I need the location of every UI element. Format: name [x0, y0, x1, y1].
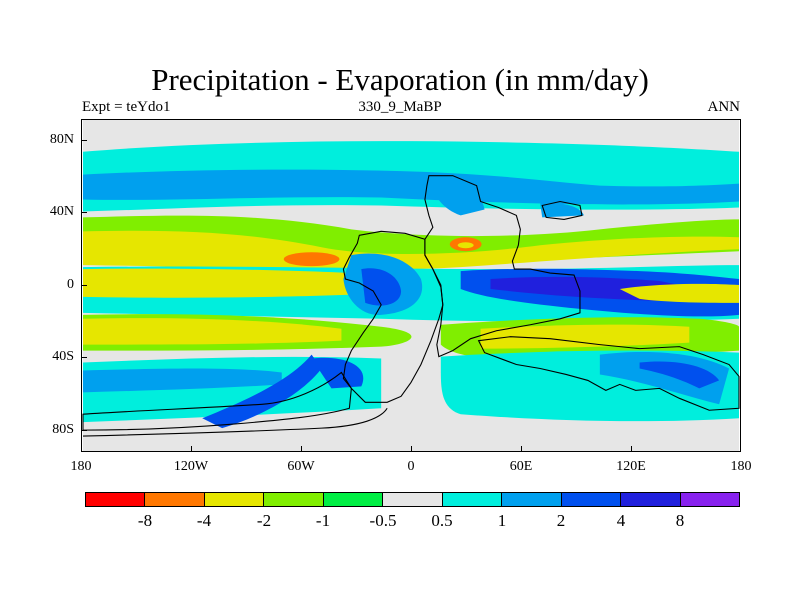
colorbar-label: 4 — [616, 511, 626, 530]
contour-band — [480, 324, 690, 349]
colorbar-label: -1 — [315, 511, 331, 530]
colorbar-box — [383, 493, 443, 506]
coastline-outline — [82, 407, 388, 437]
contour-band — [361, 268, 402, 306]
x-tick-label: 0 — [407, 459, 415, 474]
y-tick-label: 40S — [52, 349, 74, 364]
contour-band — [430, 179, 485, 216]
contour-band — [457, 242, 474, 249]
coastline-outline — [541, 200, 583, 220]
y-tick-mark — [81, 430, 87, 431]
x-tick-mark — [411, 446, 412, 452]
colorbar-label: -0.5 — [369, 511, 397, 530]
colorbar-label: -2 — [256, 511, 272, 530]
time-period-label: 330_9_MaBP — [358, 99, 442, 115]
coastline-outline — [477, 336, 740, 411]
x-tick-label: 180 — [730, 459, 752, 474]
colorbar-box — [561, 493, 622, 506]
colorbar-label: 8 — [675, 511, 685, 530]
coastline-outline — [424, 175, 581, 358]
colorbar-box — [264, 493, 324, 506]
colorbar-box — [442, 493, 503, 506]
x-tick-mark — [631, 446, 632, 452]
contour-band — [82, 230, 740, 270]
y-tick-mark — [81, 285, 87, 286]
precip-evap-field — [82, 120, 740, 451]
map-panel — [81, 119, 741, 452]
x-tick-label: 120W — [173, 459, 209, 474]
x-tick-label: 180 — [70, 459, 92, 474]
colorbar-box — [323, 493, 384, 506]
contour-band — [82, 368, 282, 393]
x-tick-mark — [521, 446, 522, 452]
colorbar-box — [680, 493, 739, 506]
contour-band — [82, 268, 392, 298]
coastline — [82, 175, 740, 437]
x-tick-label: 60W — [287, 459, 315, 474]
colorbar-box — [621, 493, 681, 506]
colorbar-box — [145, 493, 205, 506]
y-tick-mark — [81, 212, 87, 213]
x-tick-label: 120E — [616, 459, 646, 474]
colorbar-box — [502, 493, 562, 506]
contour-band — [283, 252, 340, 267]
colorbar-label: 0.5 — [431, 511, 453, 530]
colorbar-label: -4 — [196, 511, 212, 530]
colorbar — [85, 492, 740, 507]
x-tick-label: 60E — [509, 459, 533, 474]
colorbar-box — [86, 493, 146, 506]
contour-band — [619, 283, 740, 303]
y-tick-label: 80N — [49, 132, 74, 147]
colorbar-box — [204, 493, 265, 506]
contour-band — [82, 169, 740, 205]
y-tick-mark — [81, 140, 87, 141]
experiment-label: Expt = teYdo1 — [82, 99, 171, 115]
contour-band — [599, 351, 730, 405]
y-tick-label: 40N — [49, 204, 74, 219]
contour-band — [311, 357, 364, 389]
y-tick-label: 80S — [52, 422, 74, 437]
y-tick-label: 0 — [67, 277, 74, 292]
colorbar-label: 1 — [497, 511, 507, 530]
x-tick-mark — [191, 446, 192, 452]
colorbar-label: 2 — [556, 511, 566, 530]
coastline-outline — [82, 371, 352, 431]
season-label: ANN — [707, 99, 741, 115]
contour-band — [540, 202, 584, 218]
contour-band — [639, 361, 720, 389]
x-tick-mark — [301, 446, 302, 452]
contour-band — [202, 354, 322, 429]
contour-band — [82, 318, 342, 345]
y-tick-mark — [81, 357, 87, 358]
colorbar-label: -8 — [137, 511, 153, 530]
map-title: Precipitation - Evaporation (in mm/day) — [151, 62, 649, 97]
